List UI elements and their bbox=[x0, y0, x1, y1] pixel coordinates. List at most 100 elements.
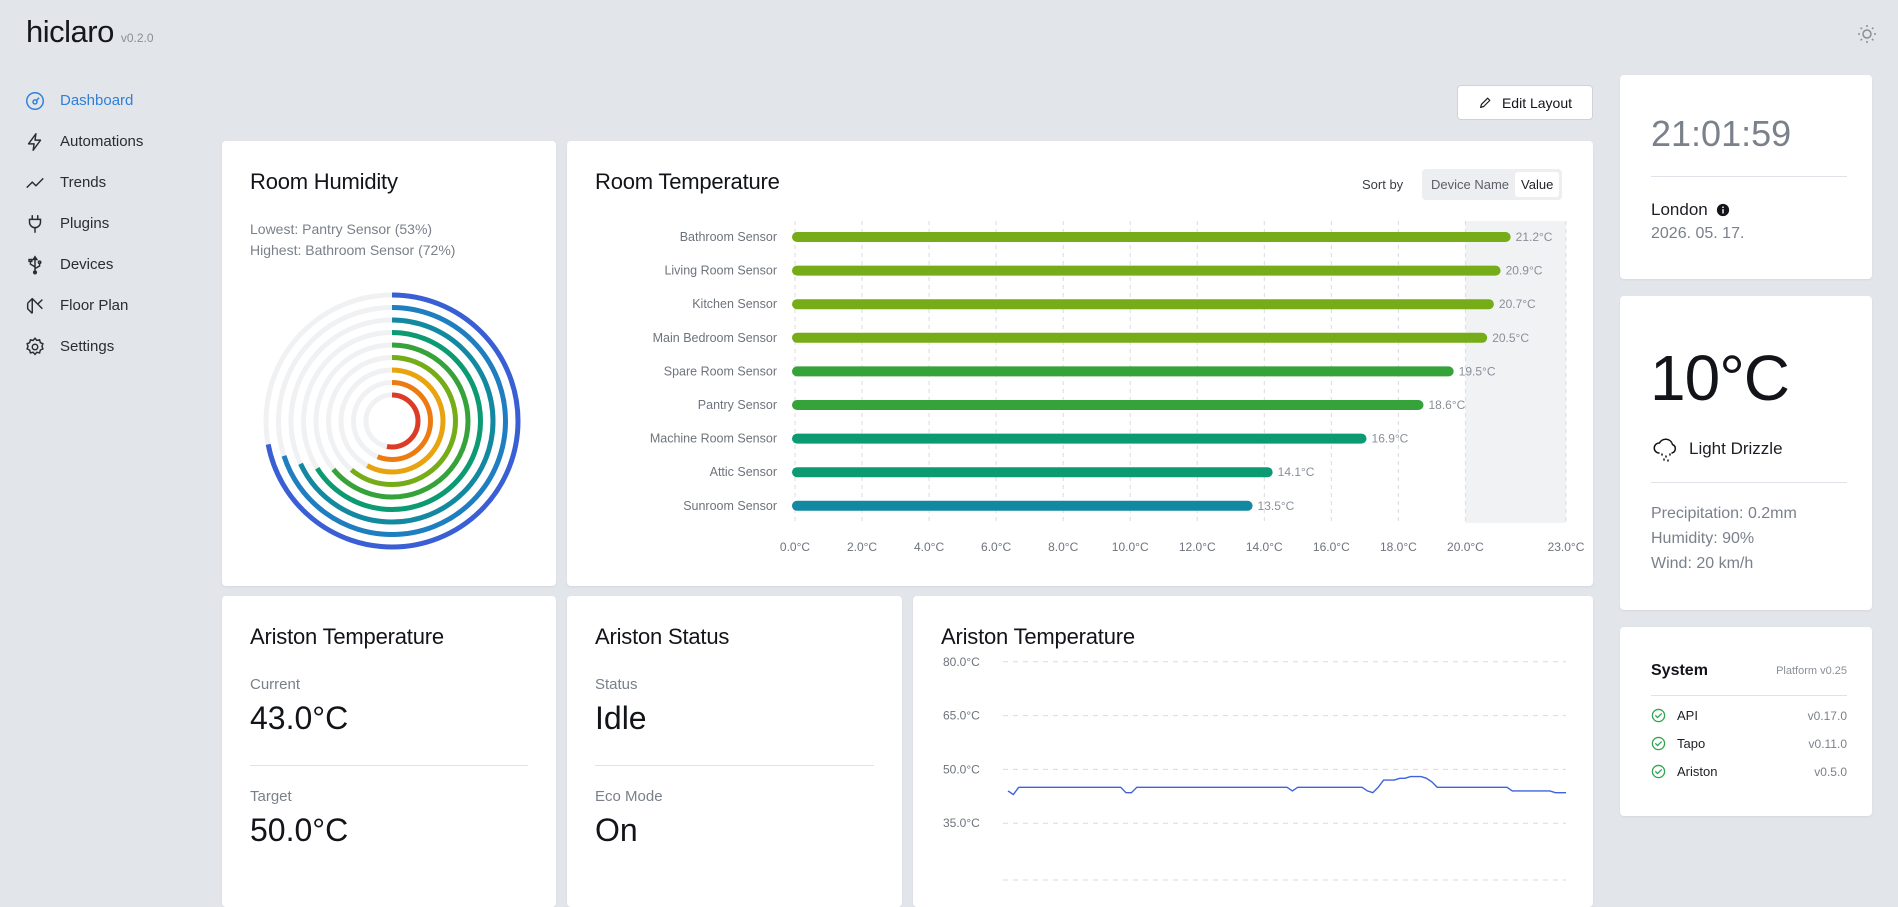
service-version: v0.11.0 bbox=[1808, 736, 1847, 751]
system-divider bbox=[1651, 695, 1847, 696]
status-label: Status bbox=[595, 676, 638, 693]
sidebar-item-settings[interactable]: Settings bbox=[24, 326, 204, 367]
y-category-label: Living Room Sensor bbox=[664, 264, 777, 278]
sidebar-item-plugins[interactable]: Plugins bbox=[24, 203, 204, 244]
pencil-icon bbox=[1479, 97, 1491, 108]
sidebar-nav: Dashboard Automations Trends Plugins Dev… bbox=[24, 80, 204, 367]
service-name: Ariston bbox=[1677, 764, 1718, 779]
system-card: System Platform v0.25 API v0.17.0 Tapo v… bbox=[1620, 627, 1872, 816]
app-brand: hiclaro v0.2.0 bbox=[26, 14, 154, 50]
city-name: London bbox=[1651, 200, 1708, 219]
clock-time: 21:01:59 bbox=[1651, 113, 1792, 154]
plug-icon bbox=[28, 214, 42, 233]
temperature-series-line bbox=[1007, 775, 1566, 796]
x-tick-label: 16.0°C bbox=[1313, 540, 1350, 554]
y-category-label: Machine Room Sensor bbox=[650, 432, 777, 446]
sidebar-item-label: Devices bbox=[60, 256, 114, 273]
clock-city: London bbox=[1651, 200, 1730, 220]
sidebar-item-label: Trends bbox=[60, 174, 107, 191]
y-category-label: Spare Room Sensor bbox=[664, 364, 777, 378]
weather-wind: Wind: 20 km/h bbox=[1651, 555, 1754, 572]
dashboard-icon bbox=[26, 91, 44, 110]
x-tick-label: 14.0°C bbox=[1246, 540, 1283, 554]
ariston-temperature-title: Ariston Temperature bbox=[250, 624, 444, 649]
y-category-label: Pantry Sensor bbox=[698, 398, 777, 412]
bar-value-label: 16.9°C bbox=[1372, 432, 1409, 446]
bar-value-label: 21.2°C bbox=[1516, 230, 1553, 244]
sidebar-item-devices[interactable]: Devices bbox=[24, 244, 204, 285]
ariston-status-divider bbox=[595, 765, 874, 766]
status-value: Idle bbox=[595, 700, 647, 736]
sort-device-name-option[interactable]: Device Name bbox=[1431, 177, 1510, 192]
edit-layout-label: Edit Layout bbox=[1501, 94, 1573, 111]
system-service-row: API v0.17.0 bbox=[1651, 708, 1847, 723]
floor-plan-icon bbox=[26, 297, 43, 314]
bar-value-label: 18.6°C bbox=[1429, 398, 1466, 412]
cloud-drizzle-icon bbox=[1653, 438, 1677, 462]
check-circle-icon bbox=[1651, 764, 1666, 779]
humidity-ring bbox=[363, 392, 421, 450]
humidity-ring bbox=[326, 355, 458, 487]
y-category-label: Main Bedroom Sensor bbox=[653, 331, 777, 345]
ariston-status-card: Ariston Status Status Idle Eco Mode On bbox=[567, 596, 902, 907]
target-label: Target bbox=[250, 788, 292, 805]
edit-layout-button[interactable]: Edit Layout bbox=[1457, 85, 1593, 120]
info-icon[interactable] bbox=[1716, 203, 1730, 217]
ariston-temperature-card: Ariston Temperature Current 43.0°C Targe… bbox=[222, 596, 556, 907]
x-tick-label: 6.0°C bbox=[981, 540, 1011, 554]
service-name: API bbox=[1677, 708, 1698, 723]
humidity-ring bbox=[263, 292, 521, 550]
weather-humidity: Humidity: 90% bbox=[1651, 530, 1755, 547]
service-version: v0.17.0 bbox=[1807, 708, 1847, 723]
theme-toggle-icon[interactable] bbox=[1855, 22, 1879, 46]
clock-date: 2026. 05. 17. bbox=[1651, 225, 1745, 242]
humidity-lowest: Lowest: Pantry Sensor (53%) bbox=[250, 221, 433, 237]
sidebar-item-label: Automations bbox=[60, 133, 144, 150]
app-name: hiclaro bbox=[26, 14, 114, 49]
bolt-icon bbox=[27, 132, 42, 151]
weather-temperature: 10°C bbox=[1650, 342, 1790, 414]
x-tick-label: 2.0°C bbox=[847, 540, 877, 554]
bar-value-label: 13.5°C bbox=[1258, 499, 1295, 513]
current-temperature: 43.0°C bbox=[250, 700, 349, 736]
bar-value-label: 14.1°C bbox=[1278, 465, 1315, 479]
y-tick-label: 50.0°C bbox=[943, 762, 980, 776]
humidity-ring bbox=[301, 330, 483, 512]
ariston-status-title: Ariston Status bbox=[595, 624, 730, 649]
humidity-ring bbox=[276, 305, 508, 537]
x-tick-label: 0.0°C bbox=[780, 540, 810, 554]
ariston-temperature-line-chart: 80.0°C 65.0°C 50.0°C 35.0°C bbox=[943, 655, 1566, 881]
humidity-ring bbox=[288, 317, 496, 525]
humidity-ring bbox=[351, 380, 433, 462]
humidity-ring bbox=[338, 367, 446, 475]
x-tick-label: 18.0°C bbox=[1380, 540, 1417, 554]
bar-value-label: 20.9°C bbox=[1506, 264, 1543, 278]
sidebar-item-label: Settings bbox=[60, 338, 115, 355]
clock-card: 21:01:59 London 2026. 05. 17. bbox=[1620, 75, 1872, 279]
sidebar-item-floor-plan[interactable]: Floor Plan bbox=[24, 285, 204, 326]
x-tick-label: 23.0°C bbox=[1548, 540, 1585, 554]
system-service-row: Ariston v0.5.0 bbox=[1651, 764, 1847, 779]
sidebar-item-automations[interactable]: Automations bbox=[24, 121, 204, 162]
service-version: v0.5.0 bbox=[1814, 764, 1847, 779]
sidebar-item-dashboard[interactable]: Dashboard bbox=[24, 80, 204, 121]
bar-value-label: 19.5°C bbox=[1459, 364, 1496, 378]
weather-card: 10°C Light Drizzle Precipitation: 0.2mm … bbox=[1620, 296, 1872, 610]
sidebar-item-trends[interactable]: Trends bbox=[24, 162, 204, 203]
system-platform: Platform v0.25 bbox=[1776, 665, 1847, 677]
y-category-label: Sunroom Sensor bbox=[683, 499, 777, 513]
check-circle-icon bbox=[1651, 736, 1666, 751]
sort-value-option[interactable]: Value bbox=[1515, 172, 1560, 197]
y-category-label: Bathroom Sensor bbox=[680, 230, 777, 244]
app-version: v0.2.0 bbox=[120, 31, 154, 45]
sidebar-item-label: Plugins bbox=[60, 215, 110, 232]
trend-icon bbox=[26, 177, 44, 188]
room-temperature-card: Room Temperature Sort by Device Name Val… bbox=[567, 141, 1593, 586]
x-tick-label: 20.0°C bbox=[1447, 540, 1484, 554]
eco-mode-value: On bbox=[595, 812, 638, 848]
clock-divider bbox=[1651, 176, 1847, 177]
sidebar-item-label: Dashboard bbox=[60, 92, 134, 109]
y-tick-label: 35.0°C bbox=[943, 816, 980, 830]
y-tick-label: 65.0°C bbox=[943, 709, 980, 723]
sort-toggle: Device Name Value bbox=[1422, 169, 1563, 200]
